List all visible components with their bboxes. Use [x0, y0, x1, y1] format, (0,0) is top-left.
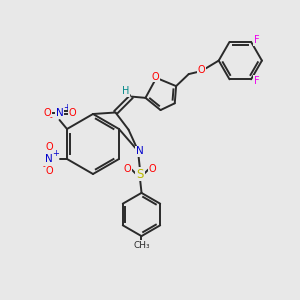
Text: H: H — [122, 86, 129, 97]
Text: O: O — [149, 164, 156, 175]
Text: N: N — [136, 146, 144, 157]
Text: O: O — [124, 164, 131, 175]
Text: F: F — [254, 35, 259, 45]
Text: S: S — [136, 167, 144, 181]
Text: +: + — [52, 149, 59, 158]
Text: +: + — [63, 103, 70, 112]
Text: O: O — [45, 166, 53, 176]
Text: -: - — [43, 162, 46, 171]
Text: N: N — [45, 154, 53, 164]
Text: CH₃: CH₃ — [133, 241, 150, 250]
Text: -: - — [50, 113, 52, 122]
Text: O: O — [151, 72, 159, 82]
Text: O: O — [43, 107, 51, 118]
Text: F: F — [254, 76, 259, 86]
Text: O: O — [68, 107, 76, 118]
Text: O: O — [45, 142, 53, 152]
Text: O: O — [198, 65, 206, 76]
Text: N: N — [56, 107, 63, 118]
